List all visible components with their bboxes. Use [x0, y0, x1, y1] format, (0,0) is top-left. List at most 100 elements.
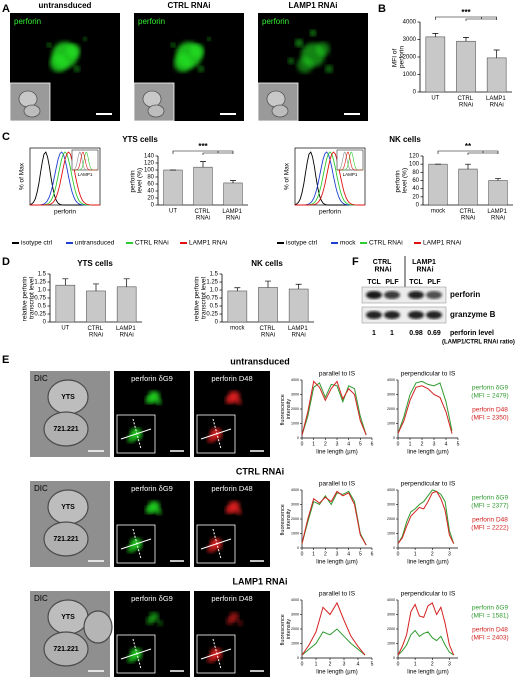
legend-note: (MFI = 2403): [471, 635, 508, 642]
y-tick-label: 0: [393, 546, 395, 550]
fluorescence-signal: [146, 612, 163, 626]
y-tick-label: 4000: [291, 488, 299, 492]
profile-line: [301, 628, 366, 656]
y-tick-label: 100: [144, 168, 155, 174]
legend-label: mock: [340, 240, 356, 247]
plot-title: parallel to IS: [319, 371, 356, 378]
fluorescence: [225, 506, 233, 514]
fluorescence: [66, 44, 80, 58]
x-tick-label: 0: [301, 551, 304, 557]
error-bar: [230, 180, 236, 183]
legend-note: (MFI = 2350): [471, 415, 508, 422]
bar: [163, 169, 183, 206]
fluorescence: [310, 30, 316, 36]
profile-line-marker: [132, 418, 142, 450]
fluorescence: [145, 396, 153, 404]
fluorescence: [325, 65, 333, 73]
row-title: untransduced: [230, 356, 290, 366]
x-tick-label: 0: [301, 441, 304, 447]
error-bar: [493, 49, 500, 58]
x-tick-label: LAMP1 RNAi: [486, 96, 507, 109]
x-axis-label: perforin: [54, 209, 76, 216]
cell-label: YTS: [61, 394, 75, 401]
y-tick-label: 1000: [387, 531, 395, 535]
y-tick-label: 1.25: [34, 280, 46, 286]
blot-band: [426, 291, 442, 299]
y-tick-label: 2000: [387, 517, 395, 521]
profile-line: [397, 629, 454, 656]
x-axis-label: line length (µm): [407, 670, 448, 676]
significance-bracket: [437, 150, 499, 155]
dic-cell: [43, 631, 89, 667]
y-tick-label: 3000: [387, 502, 395, 506]
legend-label: perforin δG9: [472, 495, 509, 502]
y-tick-label: 1.0: [210, 288, 219, 294]
y-tick-label: 2000: [291, 407, 299, 411]
cell-label: 721.221: [53, 536, 78, 543]
profile-line-marker: [120, 648, 152, 660]
dic-cell: [43, 411, 89, 447]
x-tick-label: 6: [371, 441, 374, 447]
blot-band: [408, 311, 424, 319]
fluorescence: [174, 54, 192, 72]
x-axis-label: line length (µm): [316, 450, 357, 456]
panel-letter: C: [2, 131, 10, 143]
x-tick-label: 3: [448, 551, 451, 557]
dic-cell: [147, 104, 165, 118]
x-axis-label: line length (µm): [316, 670, 357, 676]
cell-label: 721.221: [53, 426, 78, 433]
bar: [86, 290, 106, 323]
profile-line-marker: [212, 638, 222, 670]
x-tick-label: 0: [301, 661, 304, 667]
profile-line: [301, 601, 366, 656]
error-bar: [123, 278, 130, 287]
fluorescence: [207, 37, 211, 41]
error-bar: [234, 287, 241, 291]
panel-letter: F: [352, 256, 359, 268]
fluorescence: [198, 66, 204, 72]
y-tick-label: 40: [412, 186, 419, 192]
y-tick-label: 2000: [387, 407, 395, 411]
y-tick-label: 0: [43, 320, 47, 326]
fluorescence-signal: [145, 501, 162, 515]
dic-label: DIC: [34, 374, 48, 383]
bar: [227, 290, 248, 323]
legend-label: perforin D48: [472, 517, 508, 524]
x-tick-label: CTRL RNAi: [459, 209, 476, 222]
x-tick-label: 1: [315, 661, 318, 667]
x-tick-label: CTRL RNAi: [457, 96, 474, 109]
plot-title: perpendicular to IS: [401, 591, 456, 598]
x-axis-label: line length (µm): [407, 560, 448, 566]
inset-label: LAMP1: [78, 172, 93, 177]
lane-label: TCL: [367, 279, 381, 286]
fluorescence: [288, 58, 294, 64]
x-tick-label: 4: [347, 551, 350, 557]
image-title: LAMP1 RNAi: [289, 1, 338, 10]
legend-label: isotype ctrl: [21, 240, 53, 247]
fluorescence: [146, 617, 154, 625]
profile-line-marker: [212, 418, 222, 450]
y-axis-label: perforin level (%): [394, 168, 408, 193]
profile-line-marker: [212, 528, 222, 560]
y-axis-label: % of Max: [19, 162, 26, 190]
y-tick-label: 4000: [403, 20, 417, 26]
legend-label: perforin δG9: [472, 385, 509, 392]
y-tick-label: 4000: [387, 488, 395, 492]
x-tick-label: 0: [397, 661, 400, 667]
fluorescence: [226, 617, 234, 625]
y-axis-label: relative perforin transcript level: [21, 275, 35, 322]
significance-bracket: [172, 150, 234, 155]
blot-band: [366, 311, 382, 319]
y-tick-label: 4000: [291, 598, 299, 602]
y-tick-label: 0: [393, 656, 395, 660]
y-tick-label: 2000: [403, 55, 417, 61]
y-tick-label: 3000: [291, 502, 299, 506]
stain-label: perforin D48: [211, 484, 252, 493]
row-title: LAMP1 RNAi: [232, 576, 287, 586]
dic-cell: [266, 90, 286, 108]
bar: [458, 168, 478, 206]
profile-line-marker: [132, 528, 142, 560]
y-tick-label: 100: [409, 162, 420, 168]
micrograph-signal: [46, 37, 87, 72]
fluorescence: [207, 655, 215, 663]
